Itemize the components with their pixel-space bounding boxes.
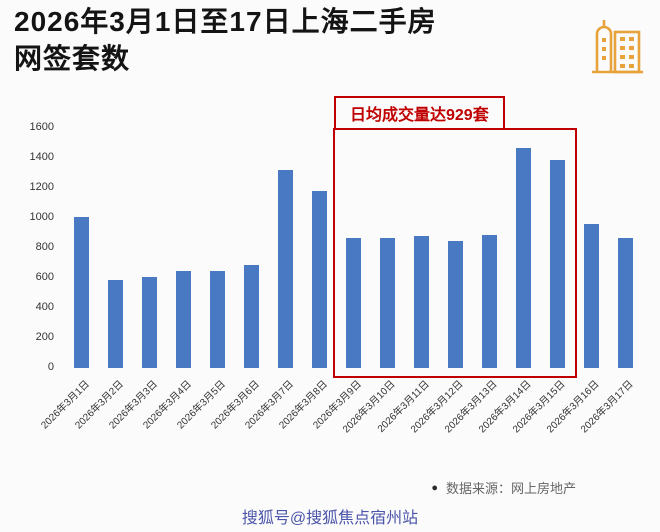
bar: [447, 240, 463, 368]
bar: [311, 191, 327, 368]
source-text: 数据来源：网上房地产: [445, 481, 576, 496]
bar: [413, 236, 429, 368]
bar: [209, 270, 225, 368]
bar: [481, 234, 497, 368]
page-title: 2026年3月1日至17日上海二手房 网签套数: [14, 4, 437, 78]
watermark-text: 搜狐号@搜狐焦点宿州站: [241, 510, 419, 527]
bullet-icon: ●: [431, 481, 438, 494]
bar: [107, 279, 123, 368]
bar: [345, 237, 361, 368]
y-tick-label: 1000: [29, 211, 54, 223]
building-icon: [588, 10, 646, 80]
bar: [549, 159, 565, 368]
bar: [73, 216, 89, 368]
source-note: ● 数据来源：网上房地产: [431, 478, 576, 497]
y-tick-label: 0: [47, 361, 54, 373]
bar: [515, 147, 531, 368]
bar: [379, 237, 395, 368]
y-tick-label: 1600: [29, 121, 54, 133]
bar: [617, 237, 633, 368]
bar: [583, 224, 599, 368]
bar: [175, 270, 191, 368]
bar: [277, 170, 293, 368]
page-title-line2: 网签套数: [14, 42, 131, 74]
y-tick-label: 800: [35, 241, 54, 253]
bar: [141, 276, 157, 368]
y-tick-label: 1200: [29, 181, 54, 193]
page-title-line1: 2026年3月1日至17日上海二手房: [14, 6, 437, 37]
y-tick-label: 600: [35, 271, 54, 283]
y-tick-label: 200: [35, 331, 54, 343]
bar: [243, 264, 259, 368]
y-tick-label: 1400: [29, 151, 54, 163]
y-tick-label: 400: [35, 301, 54, 313]
